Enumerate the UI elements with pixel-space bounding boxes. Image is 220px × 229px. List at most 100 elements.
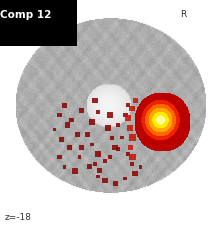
Bar — [155, 114, 160, 120]
Bar — [141, 101, 146, 106]
Bar — [163, 145, 168, 150]
Bar — [174, 138, 179, 143]
Bar — [152, 145, 157, 150]
Bar — [149, 108, 154, 113]
Bar — [155, 126, 160, 131]
Bar — [139, 130, 144, 135]
Bar — [142, 102, 147, 107]
Bar — [174, 117, 179, 121]
Bar — [181, 124, 186, 129]
Bar — [147, 140, 152, 145]
Bar — [142, 128, 147, 133]
Bar — [172, 109, 177, 114]
Bar — [180, 130, 185, 135]
Bar — [173, 134, 178, 139]
Bar — [163, 100, 168, 105]
Bar — [157, 114, 162, 119]
Bar — [158, 134, 163, 139]
Bar — [167, 97, 172, 102]
Bar — [138, 130, 143, 135]
Bar — [163, 119, 168, 123]
Bar — [172, 98, 177, 103]
Bar — [175, 131, 180, 136]
Bar — [172, 112, 177, 117]
Bar — [168, 123, 173, 127]
Bar — [148, 128, 153, 133]
Bar — [158, 131, 163, 136]
Bar — [150, 133, 155, 138]
Bar — [126, 103, 130, 107]
Bar — [164, 105, 169, 110]
Bar — [158, 123, 163, 128]
Bar — [150, 135, 155, 140]
Bar — [161, 146, 166, 151]
Bar — [161, 130, 166, 135]
Bar — [177, 107, 182, 112]
Bar — [147, 119, 152, 123]
Bar — [156, 93, 161, 98]
Bar — [180, 117, 185, 121]
Bar — [143, 102, 148, 107]
Bar — [158, 124, 163, 129]
Bar — [143, 112, 148, 117]
Bar — [140, 113, 145, 117]
Bar — [174, 133, 179, 138]
Bar — [171, 99, 176, 104]
Bar — [173, 126, 178, 131]
Bar — [158, 101, 163, 106]
Bar — [159, 127, 164, 132]
Bar — [152, 126, 157, 131]
Bar — [143, 113, 148, 117]
Bar — [168, 123, 173, 128]
Bar — [178, 135, 183, 140]
Bar — [149, 101, 154, 106]
Bar — [135, 114, 140, 119]
Bar — [167, 107, 172, 112]
Bar — [168, 138, 173, 143]
Bar — [151, 99, 156, 104]
Bar — [150, 123, 155, 127]
Bar — [145, 117, 150, 123]
Bar — [174, 134, 179, 139]
Bar — [85, 132, 90, 137]
Bar — [185, 119, 191, 123]
Bar — [144, 116, 149, 120]
Bar — [147, 120, 152, 124]
Bar — [159, 94, 164, 99]
Bar — [165, 121, 170, 126]
Bar — [161, 117, 166, 123]
Bar — [173, 125, 178, 130]
Bar — [169, 106, 174, 111]
Bar — [153, 121, 158, 126]
Bar — [147, 136, 152, 141]
Bar — [184, 114, 189, 120]
Bar — [152, 135, 157, 140]
Bar — [147, 112, 152, 117]
Bar — [151, 95, 156, 100]
Bar — [143, 100, 148, 105]
Bar — [166, 142, 171, 147]
Bar — [170, 109, 175, 114]
Bar — [163, 137, 168, 142]
Bar — [150, 112, 155, 117]
Bar — [153, 117, 158, 123]
Bar — [167, 102, 172, 107]
Bar — [172, 120, 177, 125]
Bar — [163, 134, 168, 139]
Bar — [135, 126, 140, 131]
Bar — [157, 132, 162, 137]
Bar — [145, 125, 150, 130]
Bar — [159, 109, 164, 114]
Bar — [146, 99, 151, 104]
Bar — [163, 124, 168, 129]
Bar — [89, 119, 95, 125]
Bar — [162, 102, 167, 107]
Bar — [160, 126, 165, 131]
Bar — [149, 140, 154, 145]
Bar — [140, 130, 145, 135]
Bar — [156, 135, 161, 140]
Bar — [147, 125, 152, 130]
Bar — [166, 112, 171, 117]
Bar — [164, 129, 169, 134]
Bar — [170, 119, 175, 123]
